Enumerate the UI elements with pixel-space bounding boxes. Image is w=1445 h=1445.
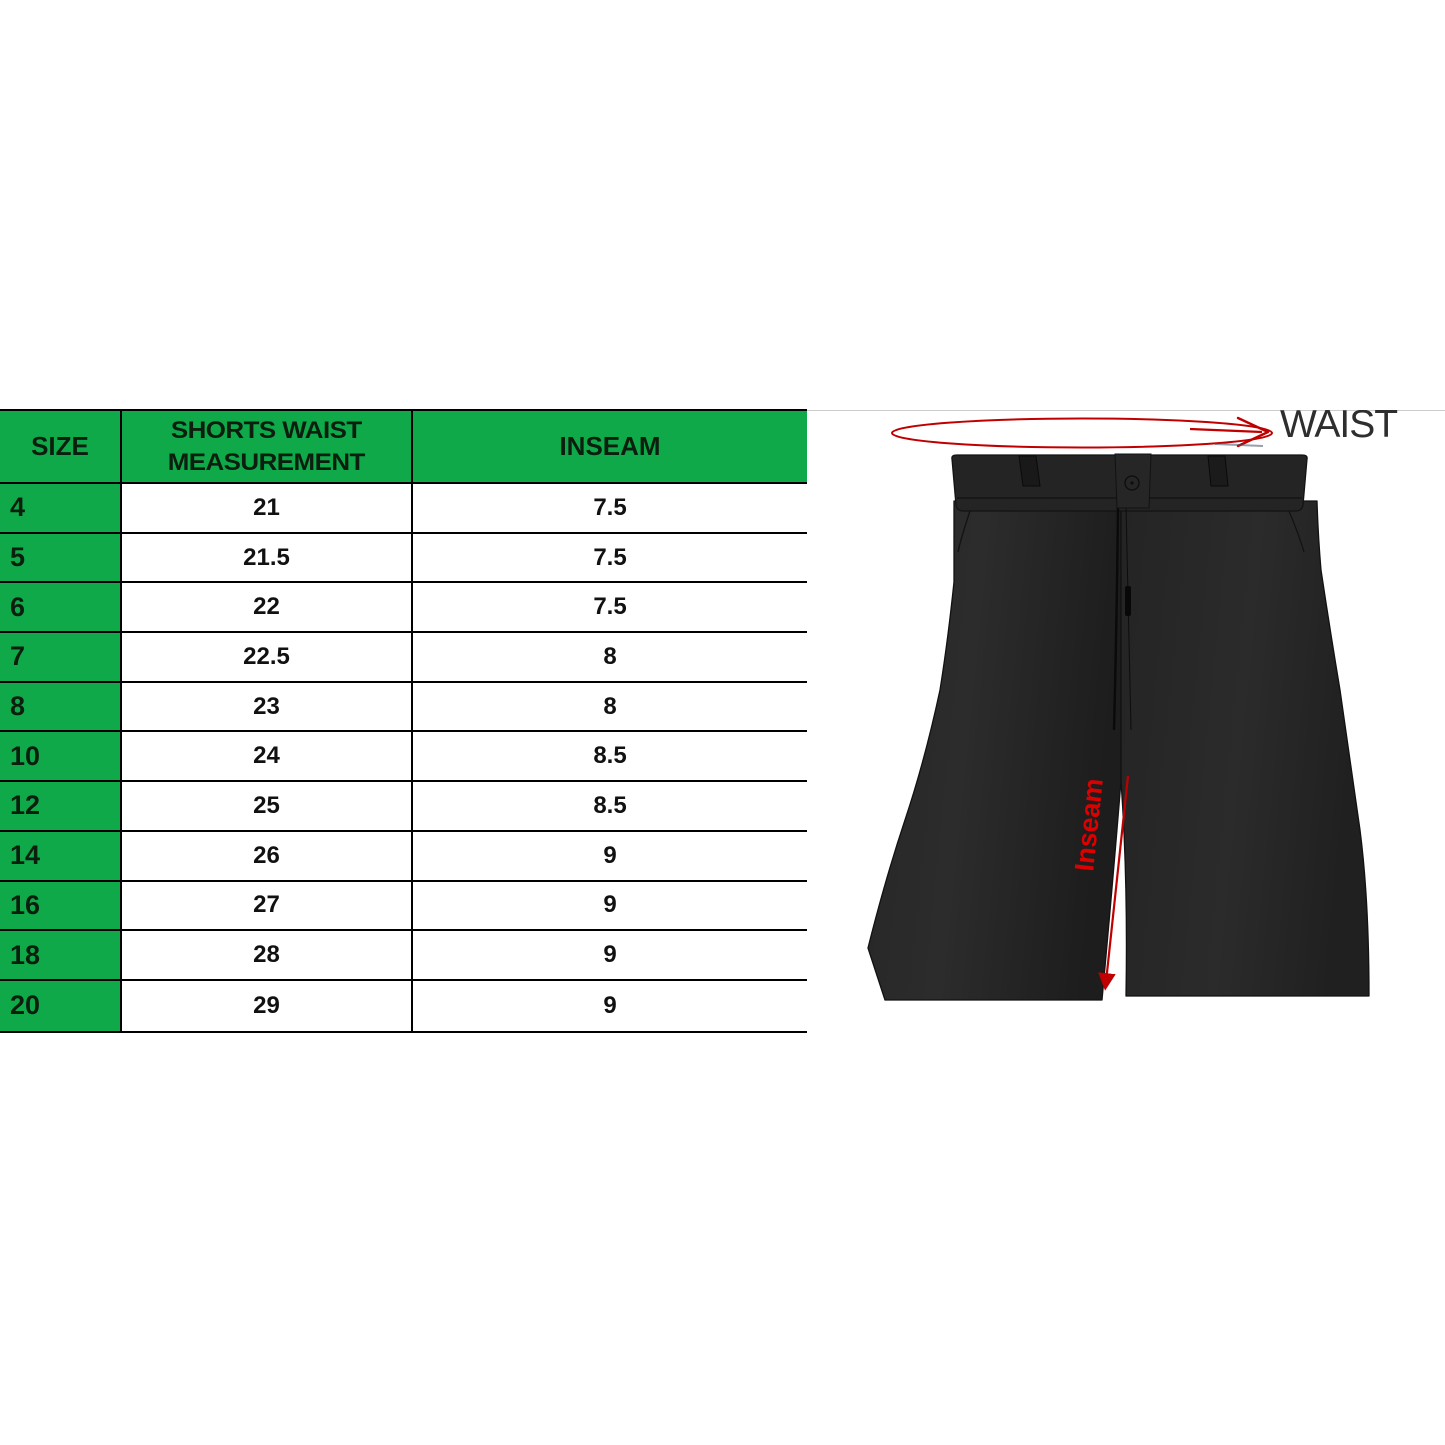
svg-text:WAIST: WAIST	[1280, 410, 1397, 446]
